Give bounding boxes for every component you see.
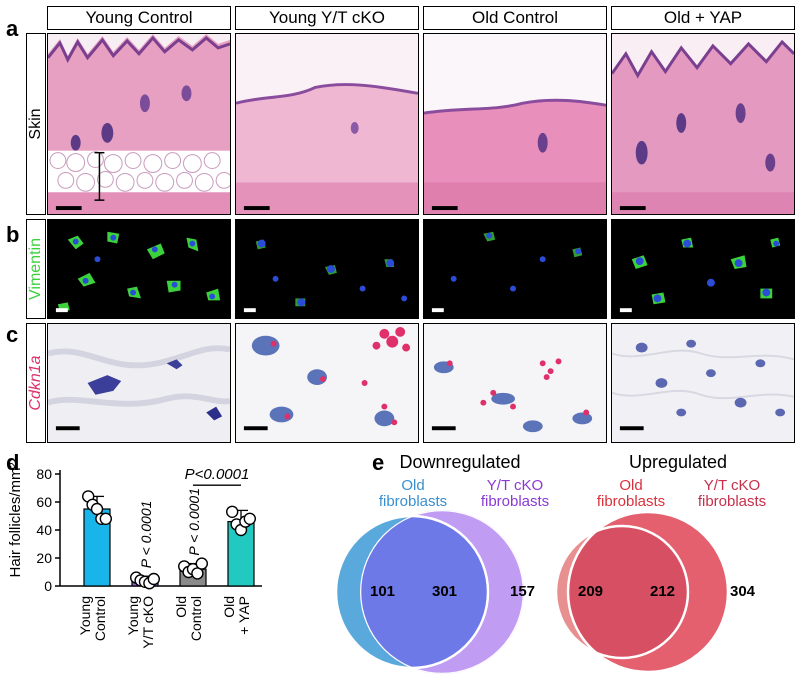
panel-label-c: c: [6, 322, 19, 347]
venn-up-right-count: 304: [730, 583, 756, 600]
data-points: [81, 490, 257, 590]
venn-up-right-set: Y/T cKO fibroblasts: [672, 478, 792, 510]
venn-down-left-set: Old fibroblasts: [358, 478, 468, 510]
cdkn1a-ish-old-control: [423, 323, 607, 443]
venn-down-right-set-line1: Y/T cKO: [486, 477, 544, 494]
cdkn1a-ish-young-control: [47, 323, 231, 443]
vimentin-if-young-ytcko: [235, 219, 419, 319]
row-label-skin-text: Skin: [27, 108, 44, 140]
vimentin-if-young-control: [47, 219, 231, 319]
cdkn1a-ish-old-yap: [611, 323, 795, 443]
column-header-young-control: Young Control: [47, 6, 231, 30]
category-label: Young Y/T cKO: [125, 596, 156, 649]
pvalue-young-ytcko: P < 0.0001: [138, 501, 154, 569]
category-labels: Young Control Young Y/T cKO Old Control Old + Y…: [77, 596, 252, 649]
column-header-young-ytcko: Young Y/T cKO: [235, 6, 419, 30]
vimentin-if-old-control: [423, 219, 607, 319]
category-label-line: Y/T cKO: [140, 596, 156, 649]
venn-down-overlap: [360, 516, 488, 668]
category-label-line: + YAP: [236, 596, 252, 635]
category-label-line: Control: [188, 596, 204, 641]
data-point: [147, 572, 161, 586]
venn-up-right-set-line2: fibroblasts: [697, 493, 767, 510]
pvalue-bracket: P<0.0001: [185, 466, 250, 483]
y-tick-label: 80: [36, 466, 52, 482]
skin-histology-young-control: [47, 33, 231, 215]
row-label-skin: Skin: [26, 33, 46, 215]
venn-up-left-set-line2: fibroblasts: [596, 493, 666, 510]
venn-diagrams: [334, 510, 730, 674]
category-label-line: Control: [92, 596, 108, 641]
category-label-line: Old: [221, 596, 237, 618]
column-header-old-yap: Old + YAP: [611, 6, 795, 30]
venn-up-overlap: [568, 526, 688, 658]
row-label-vimentin-text: Vimentin: [27, 238, 44, 300]
row-label-vimentin: Vimentin: [26, 219, 46, 319]
category-label-line: Young: [125, 596, 141, 635]
data-point: [243, 512, 257, 526]
pvalue-old-control: P < 0.0001: [186, 488, 202, 556]
venn-up-left-count: 209: [578, 583, 604, 600]
y-tick-label: 60: [36, 494, 52, 510]
venn-down-right-set-line2: fibroblasts: [480, 493, 550, 510]
panel-label-b: b: [6, 222, 20, 247]
skin-histology-old-yap: [611, 33, 795, 215]
row-label-cdkn1a-text: Cdkn1a: [27, 355, 44, 411]
y-axis-label: Hair follicles/mm²: [7, 462, 24, 577]
category-label: Old + YAP: [221, 596, 252, 635]
venn-down-right-set: Y/T cKO fibroblasts: [455, 478, 575, 510]
venn-down-left-count: 101: [370, 583, 396, 600]
panel-label-a: a: [6, 16, 19, 41]
venn-title-downregulated: Downregulated: [399, 452, 521, 472]
venn-up-both-count: 212: [650, 583, 676, 600]
category-label: Old Control: [173, 596, 204, 641]
panel-label-d: d: [6, 450, 20, 475]
category-label-line: Old: [173, 596, 189, 618]
venn-up-left-set-line1: Old: [619, 477, 643, 494]
venn-down-both-count: 301: [432, 583, 458, 600]
skin-histology-young-ytcko: [235, 33, 419, 215]
venn-down-left-set-line1: Old: [401, 477, 425, 494]
data-point: [195, 557, 209, 570]
y-tick-label: 20: [36, 550, 52, 566]
venn-down-right-count: 157: [510, 583, 536, 600]
data-point: [99, 512, 113, 526]
skin-histology-old-control: [423, 33, 607, 215]
category-label: Young Control: [77, 596, 108, 641]
venn-up-left-set: Old fibroblasts: [576, 478, 686, 510]
category-label-line: Young: [77, 596, 93, 635]
vimentin-if-old-yap: [611, 219, 795, 319]
y-tick-label: 40: [36, 522, 52, 538]
row-label-cdkn1a: Cdkn1a: [26, 323, 46, 443]
column-header-old-control: Old Control: [423, 6, 607, 30]
data-point: [225, 505, 239, 518]
cdkn1a-ish-young-ytcko: [235, 323, 419, 443]
y-tick-label: 0: [44, 578, 52, 594]
panel-label-e: e: [372, 450, 385, 475]
venn-down-left-set-line2: fibroblasts: [378, 493, 448, 510]
venn-up-right-set-line1: Y/T cKO: [703, 477, 761, 494]
venn-title-upregulated: Upregulated: [628, 452, 728, 472]
